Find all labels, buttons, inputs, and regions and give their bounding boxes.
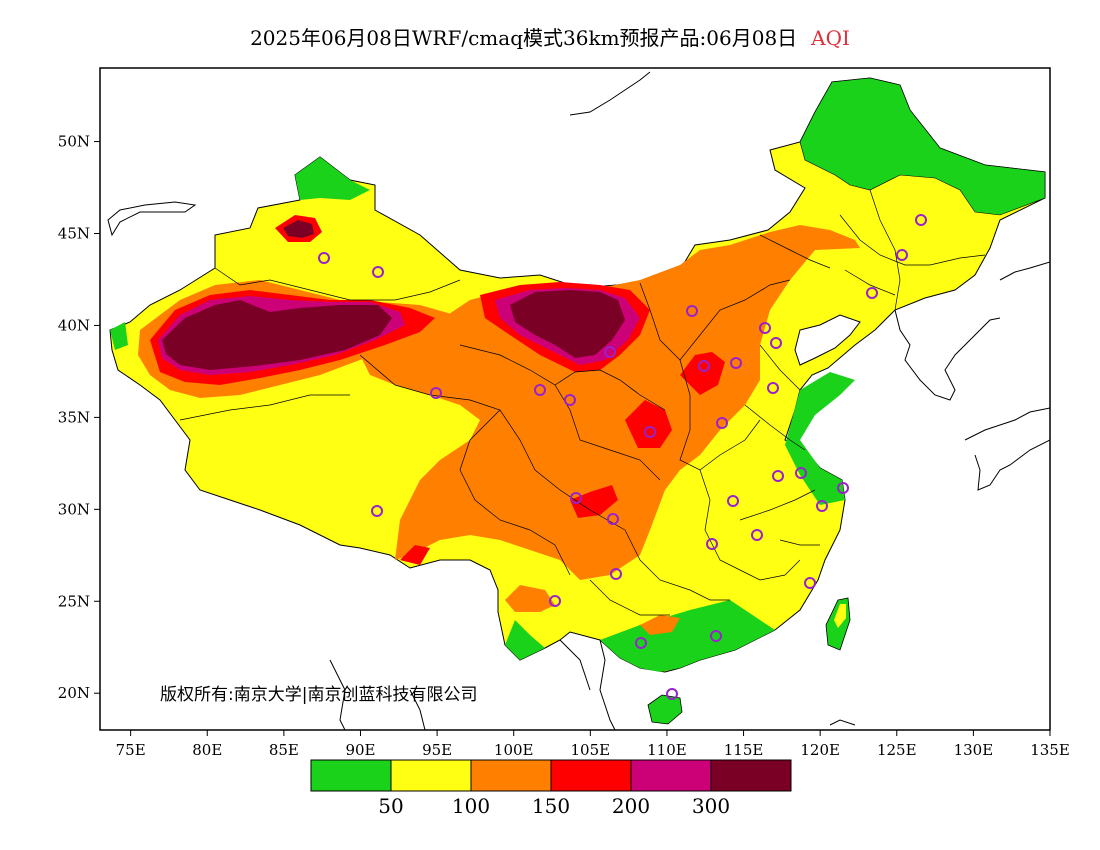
colorbar-swatch	[710, 759, 792, 792]
colorbar-label: 200	[612, 794, 650, 818]
city-markers	[318, 214, 927, 700]
region-orange-south	[640, 615, 680, 635]
city-marker	[534, 384, 546, 396]
city-marker	[710, 630, 722, 642]
city-marker	[371, 505, 383, 517]
colorbar-label: 50	[378, 794, 403, 818]
y-tick-label: 50N	[58, 133, 90, 151]
colorbar-swatch	[390, 759, 472, 792]
x-tick-label: 100E	[494, 741, 534, 759]
city-marker	[635, 637, 647, 649]
y-tick-label: 20N	[58, 684, 90, 702]
city-marker	[866, 287, 878, 299]
region-darkred-northwest-spot	[283, 220, 314, 238]
x-tick-label: 135E	[1030, 741, 1070, 759]
colorbar-swatch	[310, 759, 392, 792]
region-green-southwest	[505, 620, 545, 660]
neighbor-coastline-southeast-asia	[329, 639, 856, 730]
city-marker	[727, 495, 739, 507]
region-red-henan	[625, 400, 672, 448]
city-marker	[896, 249, 908, 261]
region-red-shanxi	[680, 352, 725, 395]
x-tick-label: 80E	[192, 741, 222, 759]
city-marker	[767, 382, 779, 394]
y-axis: 20N 25N 30N 35N 40N 45N 50N	[58, 133, 100, 702]
x-tick-label: 120E	[800, 741, 840, 759]
region-green-northeast	[799, 77, 1046, 216]
city-marker	[318, 252, 330, 264]
title-variable: AQI	[811, 26, 850, 50]
map-title: 2025年06月08日WRF/cmaq模式36km预报产品:06月08日 AQI	[0, 22, 1100, 51]
region-red-tibet-south	[400, 545, 430, 565]
colorbar-label: 300	[692, 794, 730, 818]
city-marker	[698, 360, 710, 372]
y-tick-label: 25N	[58, 592, 90, 610]
map-frame	[99, 67, 1051, 731]
city-marker	[795, 467, 807, 479]
title-main: 2025年06月08日WRF/cmaq模式36km预报产品:06月08日	[250, 26, 798, 50]
x-tick-label: 95E	[422, 741, 452, 759]
city-marker	[372, 266, 384, 278]
city-marker	[716, 417, 728, 429]
region-darkred-west	[162, 300, 392, 370]
city-marker	[549, 595, 561, 607]
region-green-northwest	[295, 157, 370, 200]
colorbar-swatch	[470, 759, 552, 792]
city-marker	[915, 214, 927, 226]
region-orange-southwest	[505, 585, 555, 612]
region-darkred-north	[510, 290, 625, 358]
x-tick-label: 85E	[269, 741, 299, 759]
city-marker	[816, 500, 828, 512]
city-marker	[730, 357, 742, 369]
city-marker	[570, 492, 582, 504]
x-tick-label: 125E	[877, 741, 917, 759]
hainan-island	[647, 694, 683, 725]
x-tick-label: 105E	[571, 741, 611, 759]
x-axis: 75E 80E 85E 90E 95E 100E 105E 110E 115E 120E 125E 1…	[116, 730, 1070, 759]
city-marker	[686, 305, 698, 317]
city-marker	[666, 688, 678, 700]
y-tick-label: 30N	[58, 500, 90, 518]
x-tick-label: 110E	[647, 741, 687, 759]
province-borders	[179, 189, 986, 616]
neighbor-coastline-japan	[964, 261, 1050, 491]
taiwan-yellow	[834, 604, 846, 628]
city-marker	[564, 394, 576, 406]
colorbar-label: 150	[532, 794, 570, 818]
neighbor-coastline-russia	[107, 71, 651, 237]
y-tick-label: 45N	[58, 225, 90, 243]
x-tick-label: 115E	[724, 741, 764, 759]
city-marker	[706, 538, 718, 550]
colorbar-swatch	[550, 759, 632, 792]
map-content	[107, 71, 1050, 730]
city-marker	[644, 426, 656, 438]
colorbar-swatch	[630, 759, 712, 792]
region-red-sichuan	[570, 485, 618, 518]
bohai-sea	[794, 314, 861, 366]
city-marker	[759, 322, 771, 334]
x-tick-label: 90E	[345, 741, 375, 759]
region-green-west	[110, 322, 128, 350]
city-marker	[607, 513, 619, 525]
y-tick-label: 35N	[58, 408, 90, 426]
region-green-east-coast	[785, 372, 855, 505]
city-marker	[772, 470, 784, 482]
city-marker	[804, 577, 816, 589]
city-marker	[837, 482, 849, 494]
y-tick-label: 40N	[58, 316, 90, 334]
city-marker	[604, 346, 616, 358]
colorbar-label: 100	[452, 794, 490, 818]
region-green-south-coast	[600, 600, 775, 672]
x-tick-label: 130E	[954, 741, 994, 759]
city-marker	[610, 568, 622, 580]
neighbor-coastline-korea	[894, 309, 1001, 401]
city-marker	[770, 337, 782, 349]
colorbar: 50 100 150 200 300	[310, 759, 792, 818]
copyright-text: 版权所有:南京大学|南京创蓝科技有限公司	[160, 685, 478, 705]
city-marker	[430, 387, 442, 399]
x-tick-label: 75E	[116, 741, 146, 759]
city-marker	[751, 529, 763, 541]
